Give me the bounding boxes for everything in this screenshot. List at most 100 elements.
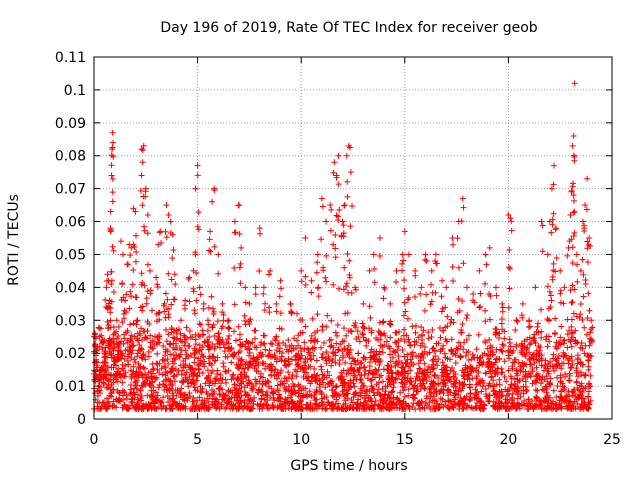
baseline-point xyxy=(232,337,239,344)
data-point xyxy=(318,236,325,243)
baseline-point xyxy=(198,351,205,358)
baseline-point xyxy=(422,384,429,391)
data-point xyxy=(308,277,315,284)
data-point xyxy=(127,252,134,259)
data-point xyxy=(197,291,204,298)
data-point xyxy=(252,327,259,334)
data-point xyxy=(162,228,169,235)
data-point xyxy=(401,228,408,235)
data-point xyxy=(165,211,172,218)
data-point xyxy=(138,172,145,179)
data-point xyxy=(519,300,526,307)
data-point xyxy=(102,353,109,360)
baseline-point xyxy=(283,386,290,393)
data-point xyxy=(341,202,348,209)
data-point xyxy=(200,354,207,361)
data-point xyxy=(109,198,116,205)
baseline-point xyxy=(155,384,162,391)
baseline-point xyxy=(392,339,399,346)
data-point xyxy=(499,300,506,307)
data-point xyxy=(557,267,564,274)
data-point xyxy=(252,291,259,298)
baseline-point xyxy=(407,342,414,349)
data-point xyxy=(334,322,341,329)
data-point xyxy=(538,218,545,225)
data-point xyxy=(170,247,177,254)
data-point xyxy=(377,252,384,259)
data-point xyxy=(339,218,346,225)
baseline-point xyxy=(508,394,515,401)
data-point xyxy=(398,267,405,274)
baseline-point xyxy=(138,325,145,332)
data-point xyxy=(579,218,586,225)
baseline-point xyxy=(283,378,290,385)
baseline-point xyxy=(103,385,110,392)
data-point xyxy=(367,349,374,356)
data-point xyxy=(127,288,134,295)
y-tick-label: 0.05 xyxy=(55,247,86,263)
data-point xyxy=(139,159,146,166)
data-point xyxy=(237,280,244,287)
data-point xyxy=(557,290,564,297)
data-point xyxy=(219,300,226,307)
baseline-point xyxy=(127,367,134,374)
data-point xyxy=(411,293,418,300)
data-point xyxy=(108,277,115,284)
baseline-point xyxy=(403,332,410,339)
baseline-point xyxy=(526,349,533,356)
baseline-point xyxy=(335,346,342,353)
data-point xyxy=(143,300,150,307)
baseline-point xyxy=(523,387,530,394)
baseline-point xyxy=(307,380,314,387)
data-point xyxy=(260,340,267,347)
data-point xyxy=(460,204,467,211)
baseline-point xyxy=(214,367,221,374)
data-point xyxy=(432,289,439,296)
data-point xyxy=(115,323,122,330)
data-point xyxy=(127,321,134,328)
data-point xyxy=(557,334,564,341)
baseline-point xyxy=(534,323,541,330)
baseline-point xyxy=(452,360,459,367)
baseline-point xyxy=(479,383,486,390)
data-point xyxy=(387,300,394,307)
data-point xyxy=(475,369,482,376)
data-point xyxy=(505,304,512,311)
data-point xyxy=(220,360,227,367)
data-point xyxy=(314,251,321,258)
baseline-point xyxy=(389,354,396,361)
data-point xyxy=(548,297,555,304)
data-point xyxy=(513,317,520,324)
baseline-point xyxy=(388,364,395,371)
baseline-point xyxy=(427,393,434,400)
baseline-point xyxy=(301,339,308,346)
baseline-point xyxy=(387,358,394,365)
data-point xyxy=(493,326,500,333)
data-point xyxy=(585,290,592,297)
baseline-point xyxy=(421,405,428,412)
data-point xyxy=(482,307,489,314)
baseline-point xyxy=(355,350,362,357)
data-point xyxy=(224,318,231,325)
data-point xyxy=(242,284,249,291)
data-point xyxy=(366,303,373,310)
baseline-point xyxy=(177,390,184,397)
baseline-point xyxy=(401,393,408,400)
baseline-point xyxy=(95,324,102,331)
data-point xyxy=(571,208,578,215)
baseline-point xyxy=(251,335,258,342)
data-point xyxy=(450,277,457,284)
baseline-point xyxy=(529,365,536,372)
data-point xyxy=(323,218,330,225)
baseline-point xyxy=(533,364,540,371)
data-point xyxy=(475,331,482,338)
data-point xyxy=(166,341,173,348)
data-point xyxy=(506,285,513,292)
data-point xyxy=(570,180,577,187)
data-point xyxy=(577,300,584,307)
data-point xyxy=(153,274,160,281)
baseline-point xyxy=(512,327,519,334)
baseline-point xyxy=(558,323,565,330)
baseline-point xyxy=(181,342,188,349)
data-point xyxy=(335,213,342,220)
